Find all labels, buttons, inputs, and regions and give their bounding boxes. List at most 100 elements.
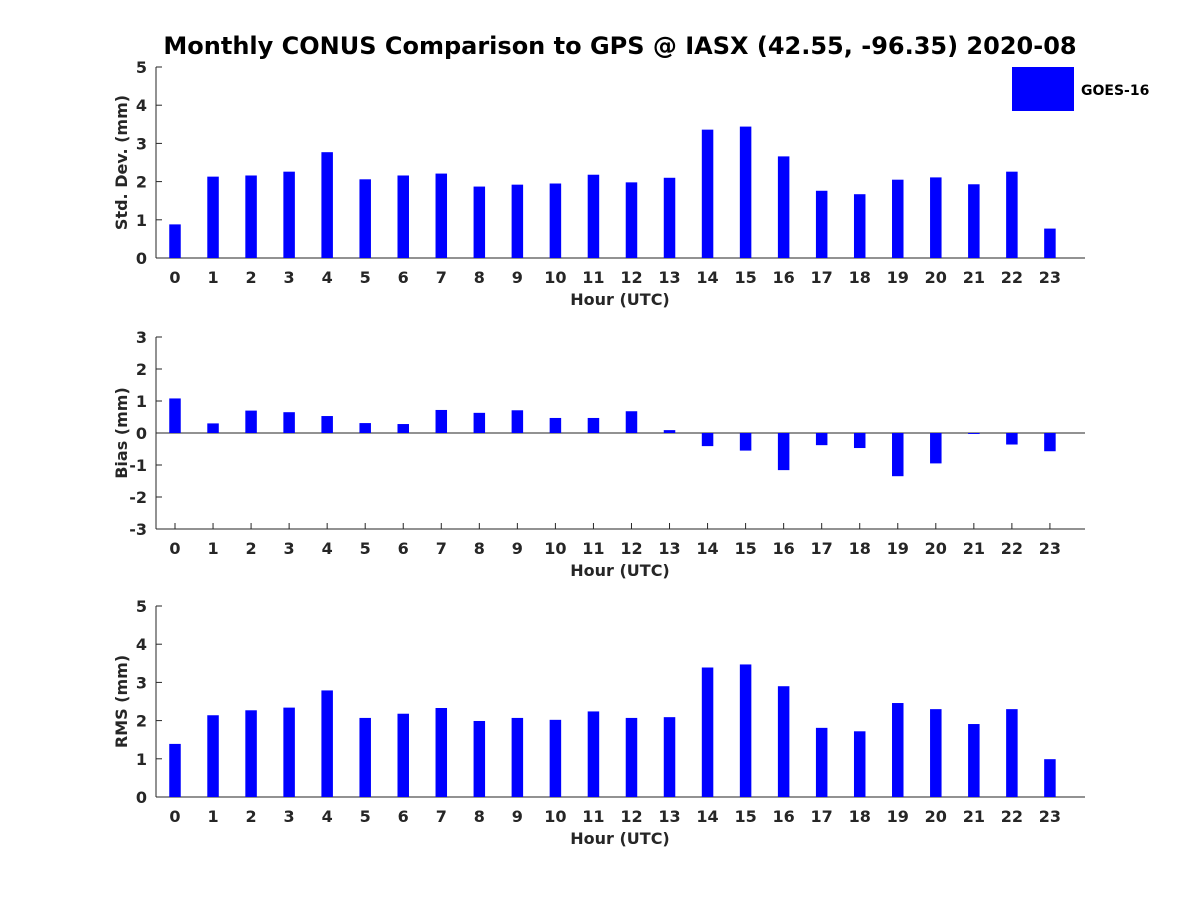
bar-hour-0 bbox=[169, 743, 181, 797]
bar-hour-16 bbox=[777, 156, 790, 258]
y-axis-label: Bias (mm) bbox=[112, 387, 131, 479]
x-tick-label: 18 bbox=[849, 807, 871, 826]
x-tick-label: 2 bbox=[246, 539, 257, 558]
x-tick-label: 10 bbox=[544, 539, 566, 558]
legend: GOES-16 bbox=[1012, 67, 1149, 111]
bar-hour-12 bbox=[625, 182, 638, 258]
x-tick-label: 23 bbox=[1039, 268, 1061, 287]
bar-hour-23 bbox=[1044, 759, 1056, 797]
bar-hour-15 bbox=[739, 126, 752, 258]
bar-hour-22 bbox=[1006, 433, 1018, 445]
x-tick-label: 5 bbox=[360, 539, 371, 558]
y-tick-label: 3 bbox=[136, 673, 147, 692]
bar-hour-5 bbox=[359, 179, 371, 258]
bar-hour-20 bbox=[930, 433, 942, 464]
y-axis-label: Std. Dev. (mm) bbox=[112, 95, 131, 230]
x-tick-label: 21 bbox=[963, 539, 985, 558]
bar-hour-9 bbox=[511, 184, 524, 258]
bar-hour-4 bbox=[321, 690, 333, 797]
y-tick-label: 2 bbox=[136, 360, 147, 379]
y-tick-label: 1 bbox=[136, 211, 147, 230]
bar-hour-1 bbox=[207, 715, 219, 797]
bar-hour-8 bbox=[473, 186, 486, 258]
bar-hour-14 bbox=[701, 667, 714, 797]
bar-hour-14 bbox=[701, 433, 714, 447]
x-tick-label: 13 bbox=[658, 807, 680, 826]
bar-hour-18 bbox=[853, 731, 866, 797]
y-tick-label: 4 bbox=[136, 96, 147, 115]
legend-swatch bbox=[1012, 67, 1074, 111]
x-tick-label: 3 bbox=[284, 807, 295, 826]
x-tick-label: 21 bbox=[963, 268, 985, 287]
x-tick-label: 1 bbox=[207, 268, 218, 287]
bar-hour-5 bbox=[359, 423, 371, 433]
bar-hour-3 bbox=[283, 171, 295, 258]
y-tick-label: 2 bbox=[136, 173, 147, 192]
bar-hour-23 bbox=[1044, 228, 1056, 258]
bar-hour-13 bbox=[663, 430, 676, 433]
bar-hour-20 bbox=[930, 177, 942, 258]
bar-hour-23 bbox=[1044, 433, 1056, 452]
bar-hour-13 bbox=[663, 717, 676, 797]
y-axis-label: RMS (mm) bbox=[112, 655, 131, 748]
bar-hour-2 bbox=[245, 410, 257, 433]
bar-hour-11 bbox=[587, 174, 600, 258]
y-tick-label: 0 bbox=[136, 424, 147, 443]
bar-hour-22 bbox=[1006, 709, 1018, 797]
bar-hour-21 bbox=[968, 184, 980, 258]
bar-hour-10 bbox=[549, 417, 562, 433]
y-tick-label: -1 bbox=[129, 456, 147, 475]
x-axis-label: Hour (UTC) bbox=[570, 290, 670, 309]
bar-hour-19 bbox=[892, 179, 904, 258]
x-tick-label: 7 bbox=[436, 807, 447, 826]
y-tick-label: 5 bbox=[136, 58, 147, 77]
x-tick-label: 8 bbox=[474, 539, 485, 558]
bar-hour-21 bbox=[968, 724, 980, 797]
bar-hour-18 bbox=[853, 194, 866, 258]
x-tick-label: 17 bbox=[811, 807, 833, 826]
bar-series bbox=[169, 664, 1056, 797]
x-tick-label: 8 bbox=[474, 268, 485, 287]
bar-hour-16 bbox=[777, 433, 790, 471]
x-tick-label: 14 bbox=[696, 268, 718, 287]
bar-hour-22 bbox=[1006, 171, 1018, 258]
x-tick-label: 16 bbox=[773, 268, 795, 287]
x-tick-label: 18 bbox=[849, 539, 871, 558]
chart-title: Monthly CONUS Comparison to GPS @ IASX (… bbox=[163, 32, 1076, 60]
bar-hour-20 bbox=[930, 709, 942, 797]
bar-hour-18 bbox=[853, 433, 866, 449]
x-tick-label: 10 bbox=[544, 807, 566, 826]
bar-hour-14 bbox=[701, 129, 714, 258]
bar-series bbox=[169, 126, 1056, 258]
x-tick-label: 22 bbox=[1001, 539, 1023, 558]
bar-hour-15 bbox=[739, 433, 752, 451]
bar-series bbox=[169, 398, 1056, 477]
bar-hour-3 bbox=[283, 412, 295, 433]
x-tick-label: 20 bbox=[925, 539, 947, 558]
x-tick-label: 10 bbox=[544, 268, 566, 287]
y-tick-label: 3 bbox=[136, 328, 147, 347]
x-tick-label: 13 bbox=[658, 539, 680, 558]
y-tick-label: -2 bbox=[129, 488, 147, 507]
x-tick-label: 14 bbox=[696, 807, 718, 826]
x-tick-label: 22 bbox=[1001, 807, 1023, 826]
y-tick-label: 5 bbox=[136, 597, 147, 616]
x-tick-label: 19 bbox=[887, 268, 909, 287]
bar-hour-5 bbox=[359, 717, 371, 797]
x-tick-label: 14 bbox=[696, 539, 718, 558]
bar-hour-7 bbox=[435, 707, 448, 797]
bar-hour-12 bbox=[625, 717, 638, 797]
bar-hour-6 bbox=[397, 424, 409, 433]
bar-hour-12 bbox=[625, 411, 638, 433]
x-tick-label: 9 bbox=[512, 539, 523, 558]
x-tick-label: 15 bbox=[734, 807, 756, 826]
bar-hour-17 bbox=[815, 727, 828, 797]
x-tick-label: 3 bbox=[284, 268, 295, 287]
x-tick-label: 17 bbox=[811, 539, 833, 558]
bar-hour-2 bbox=[245, 175, 257, 258]
bar-hour-16 bbox=[777, 686, 790, 797]
